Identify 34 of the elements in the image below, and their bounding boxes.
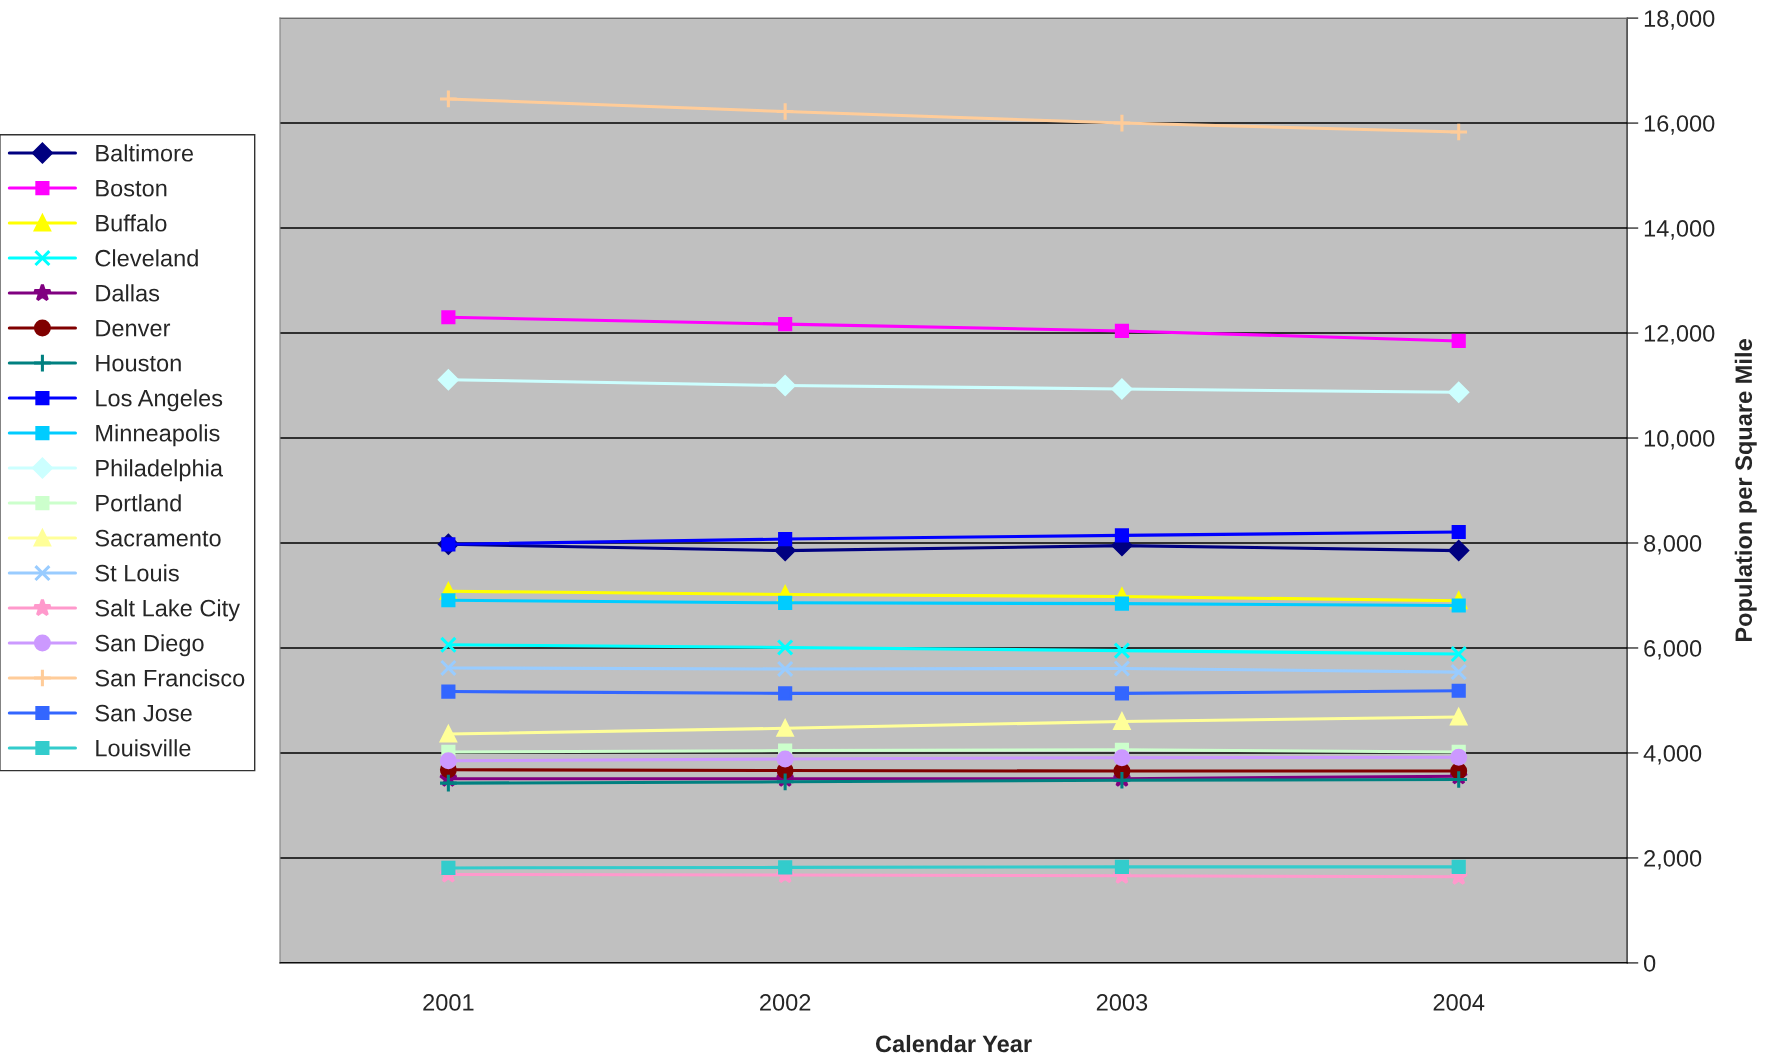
legend-label: Salt Lake City: [95, 599, 240, 622]
legend-label: Portland: [96, 494, 181, 512]
x-tick-label: 2003: [1096, 994, 1148, 1011]
y-tick-label: 16,000: [1644, 115, 1715, 135]
legend-label: Baltimore: [96, 144, 194, 162]
y-tick-label: 6,000: [1644, 640, 1702, 660]
y-axis-title: Population per Square Mile: [1734, 339, 1757, 642]
legend-label: Louisville: [96, 739, 191, 757]
legend-label: San Francisco: [95, 669, 245, 687]
y-tick-label: 18,000: [1644, 10, 1715, 30]
legend-label: Buffalo: [96, 214, 167, 232]
legend-label: Dallas: [96, 284, 160, 302]
legend-label: Cleveland: [95, 249, 198, 267]
legend-label: Minneapolis: [96, 424, 220, 447]
legend-label: San Diego: [95, 634, 204, 657]
x-tick-label: 2004: [1433, 994, 1485, 1011]
legend-label: St Louis: [95, 564, 179, 582]
y-tick-label: 2,000: [1644, 850, 1702, 870]
y-tick-label: 12,000: [1644, 325, 1715, 345]
x-tick-label: 2002: [760, 994, 811, 1011]
legend-label: Los Angeles: [96, 389, 223, 412]
legend-label: Sacramento: [95, 529, 221, 547]
legend-label: Philadelphia: [96, 459, 223, 482]
legend-label: Denver: [96, 320, 171, 337]
y-tick-label: 8,000: [1644, 535, 1702, 555]
y-tick-label: 14,000: [1644, 220, 1715, 240]
x-axis-title: Calendar Year: [875, 1034, 1032, 1053]
legend-label: Boston: [96, 180, 167, 197]
legend-label: Houston: [96, 355, 181, 372]
legend-label: San Jose: [95, 704, 192, 722]
y-tick-label: 4,000: [1643, 745, 1702, 765]
y-tick-label: 0: [1643, 954, 1656, 972]
y-tick-label: 10,000: [1644, 430, 1715, 450]
x-tick-label: 2001: [423, 994, 474, 1011]
